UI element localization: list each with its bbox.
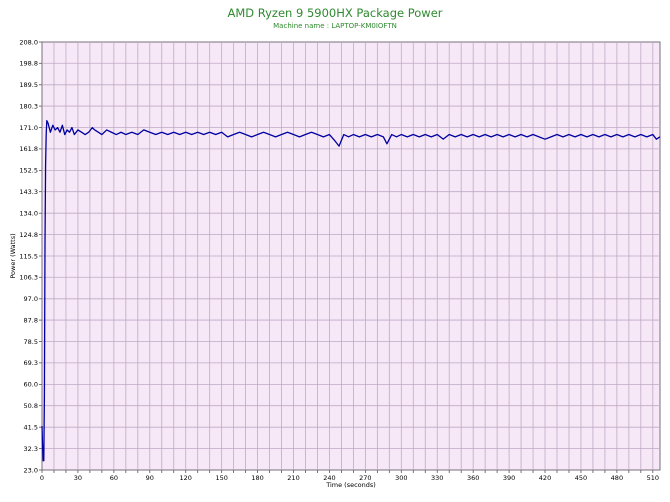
x-tick-label: 150	[215, 474, 227, 482]
x-tick-label: 90	[146, 474, 154, 482]
grid-lines	[39, 41, 660, 473]
y-tick-label: 87.8	[24, 316, 38, 324]
y-tick-label: 171.0	[19, 124, 38, 132]
y-tick-label: 60.0	[24, 381, 38, 389]
x-tick-label: 180	[251, 474, 263, 482]
y-axis-label: Power (Watts)	[9, 233, 17, 278]
y-tick-label: 41.5	[24, 424, 38, 432]
x-tick-label: 510	[647, 474, 659, 482]
x-tick-label: 360	[467, 474, 479, 482]
x-tick-label: 210	[287, 474, 299, 482]
y-tick-label: 198.8	[19, 60, 38, 68]
y-tick-label: 152.5	[19, 167, 38, 175]
x-tick-label: 330	[431, 474, 443, 482]
x-tick-label: 270	[359, 474, 371, 482]
x-tick-label: 60	[110, 474, 118, 482]
y-tick-label: 180.3	[19, 102, 38, 110]
y-tick-label: 97.0	[24, 295, 38, 303]
y-tick-label: 32.3	[24, 445, 38, 453]
y-tick-label: 134.0	[19, 210, 38, 218]
x-tick-labels: 0 30 60 90 120 150 180 210 240 270 300 330 360 390 420…	[40, 474, 659, 482]
y-tick-label: 23.0	[24, 466, 38, 474]
series-line	[41, 120, 661, 462]
y-tick-labels: 23.0 32.3 41.5 50.8 60.0 69.3 78.5 87.8 97.0 106.…	[19, 38, 38, 474]
y-tick-label: 78.5	[24, 338, 38, 346]
y-tick-label: 124.8	[19, 231, 38, 239]
x-tick-label: 480	[611, 474, 623, 482]
series-layer	[41, 120, 661, 462]
chart-subtitle: Machine name : LAPTOP-KM0IOFTN	[273, 22, 397, 30]
x-tick-label: 300	[395, 474, 407, 482]
y-tick-label: 50.8	[24, 402, 38, 410]
x-tick-label: 0	[40, 474, 44, 482]
y-tick-label: 69.3	[24, 359, 38, 367]
y-tick-label: 161.8	[19, 145, 38, 153]
y-tick-label: 143.3	[19, 188, 38, 196]
x-tick-label: 240	[323, 474, 335, 482]
x-tick-label: 120	[180, 474, 192, 482]
y-tick-label: 115.5	[19, 252, 38, 260]
x-tick-label: 390	[503, 474, 515, 482]
x-tick-label: 420	[539, 474, 551, 482]
x-axis-label: Time (seconds)	[325, 481, 376, 489]
y-tick-label: 189.5	[19, 81, 38, 89]
x-tick-label: 30	[74, 474, 82, 482]
y-tick-label: 106.3	[19, 274, 38, 282]
y-tick-label: 208.0	[19, 38, 38, 46]
x-tick-label: 450	[575, 474, 587, 482]
chart-title: AMD Ryzen 9 5900HX Package Power	[227, 6, 443, 20]
